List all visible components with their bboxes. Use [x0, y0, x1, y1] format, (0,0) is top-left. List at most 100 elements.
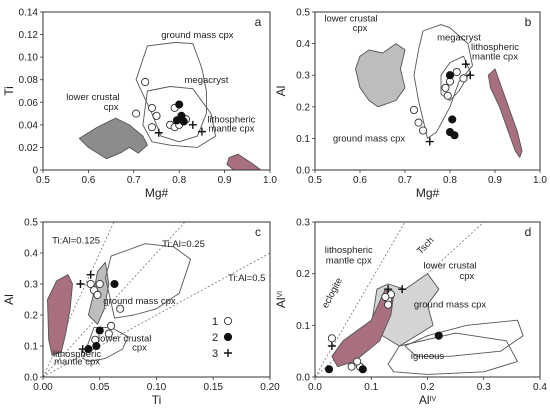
- x-tick-label: 0.4: [533, 382, 547, 393]
- data-point-series-1: [107, 321, 116, 330]
- y-tick-label: 0.06: [19, 98, 39, 109]
- field-ground-mass-cpx: [413, 24, 473, 139]
- field-label: mantle cpx: [208, 124, 254, 135]
- data-point-series-1: [147, 103, 157, 112]
- y-axis-label: Al: [274, 86, 288, 97]
- y-tick-label: 0.3: [296, 71, 310, 82]
- data-point-series-1: [152, 111, 161, 120]
- x-tick-label: 0.0: [308, 382, 322, 393]
- panel-d: 0.0 0.1 0.2 0.3 0.4 0.0 0.1 0.2 0.3 AlIV AlVI d lith…: [274, 218, 547, 408]
- field-lower-crustal-cpx: [78, 117, 148, 160]
- plot-area: [355, 24, 523, 158]
- x-axis-label: Mg#: [145, 186, 169, 200]
- data-point-series-1: [116, 304, 125, 313]
- data-point-series-2: [450, 131, 459, 140]
- ratio-line-label: Ti:Al=0.25: [162, 239, 205, 250]
- data-point-series-1: [86, 279, 95, 289]
- y-tick-label: 0.4: [296, 39, 310, 50]
- plot-area: [43, 222, 270, 377]
- plot-frame: [42, 11, 271, 171]
- data-point-series-3: [76, 280, 85, 288]
- field-label: mantle cpx: [472, 51, 518, 62]
- data-point-series-3: [327, 342, 336, 350]
- panel-b: 0.5 0.6 0.7 0.8 0.9 1.0 0.0 0.1 0.2 0.3 0.4 0.5 Mg# A…: [274, 8, 547, 201]
- x-tick-label: 0.6: [81, 175, 95, 186]
- field-label: eclogite: [320, 276, 345, 310]
- y-tick-label: 0.3: [296, 218, 310, 229]
- data-point-series-2: [448, 115, 457, 124]
- y-tick-label: 0.14: [19, 8, 39, 19]
- field-lower-crustal-cpx-outline: [82, 326, 129, 362]
- data-point-series-1: [104, 329, 113, 338]
- field-label: megacryst: [437, 32, 481, 43]
- y-tick-label: 0.1: [24, 342, 38, 353]
- panel-letter: d: [525, 225, 532, 239]
- panel-c: 0.00 0.05 0.10 0.15 0.20 0.0 0.1 0.2 0.3 0.4 0.5 Ti…: [2, 218, 280, 408]
- x-tick-label: 0.05: [90, 382, 110, 393]
- data-point-series-2: [92, 341, 101, 351]
- ratio-line-label: Ti:Al=0.5: [228, 273, 265, 284]
- x-tick-label: 0.10: [147, 382, 167, 393]
- data-point-series-2: [434, 331, 443, 340]
- data-point-series-1: [459, 74, 468, 83]
- field-label: lithospheric: [325, 245, 373, 256]
- y-tick-label: 0.1: [296, 321, 310, 332]
- data-point-series-3: [384, 285, 393, 294]
- y-tick-label: 0.3: [24, 280, 38, 291]
- data-point-series-2: [172, 116, 181, 125]
- data-point-series-1: [147, 123, 157, 132]
- field-label: mantle cpx: [326, 255, 372, 266]
- data-point-series-2: [110, 279, 119, 289]
- x-tick-label: 0.9: [488, 175, 502, 186]
- field-lithospheric-mantle-cpx: [487, 68, 523, 158]
- legend-marker-filled-circle: [223, 332, 233, 342]
- field-label: megacryst: [185, 75, 229, 86]
- data-point-series-1: [441, 83, 450, 92]
- legend-entry-label: 3: [212, 348, 218, 360]
- field-label: ground mass cpx: [161, 30, 234, 41]
- field-label: lower crustal: [98, 333, 151, 344]
- data-point-series-1: [95, 279, 104, 289]
- field-label: cpx: [104, 102, 119, 113]
- field-lithospheric-mantle-cpx: [226, 153, 262, 170]
- x-axis-label-superscript: IV: [430, 396, 437, 403]
- data-point-series-1: [409, 105, 419, 115]
- field-ground-mass-cpx: [104, 243, 192, 319]
- plot-frame: [314, 11, 541, 171]
- y-tick-label: 0.10: [19, 53, 39, 64]
- data-point-series-1: [93, 290, 102, 299]
- y-tick-label: 0.04: [19, 120, 39, 131]
- y-tick-label: 0.4: [24, 249, 38, 260]
- y-axis-label-superscript: VI: [277, 291, 284, 298]
- data-point-series-1: [418, 126, 428, 135]
- y-tick-label: 0.0: [296, 373, 310, 384]
- field-label: ground mass cpx: [414, 299, 487, 310]
- field-lower-crustal-cpx: [355, 43, 406, 108]
- legend-entry-label: 1: [212, 316, 218, 328]
- field-ground-mass-cpx: [135, 42, 207, 143]
- data-point-series-3: [188, 120, 197, 129]
- plot-area: [315, 222, 524, 377]
- field-label: lithospheric: [471, 42, 519, 53]
- ratio-line: [43, 222, 186, 377]
- y-tick-label: 0.0: [296, 166, 310, 177]
- x-tick-label: 0.2: [421, 382, 435, 393]
- ratio-line: [43, 252, 270, 377]
- field-label: cpx: [132, 343, 147, 354]
- data-point-series-3: [197, 127, 206, 136]
- data-point-series-2: [445, 71, 455, 80]
- field-label: cpx: [353, 23, 368, 34]
- x-tick-label: 0.1: [364, 382, 378, 393]
- data-point-series-1: [443, 91, 452, 100]
- field-igneous: [387, 332, 518, 375]
- field-lithospheric-mantle-cpx: [47, 274, 73, 356]
- x-tick-label: 1.0: [263, 175, 277, 186]
- field-label: igneous: [411, 351, 445, 362]
- data-point-series-3: [78, 345, 87, 354]
- field-label: lower crustal: [66, 92, 119, 103]
- x-tick-label: 0.8: [172, 175, 186, 186]
- data-point-series-1: [327, 334, 336, 343]
- y-tick-label: 0.5: [296, 8, 310, 19]
- field-label: cpx: [459, 271, 474, 282]
